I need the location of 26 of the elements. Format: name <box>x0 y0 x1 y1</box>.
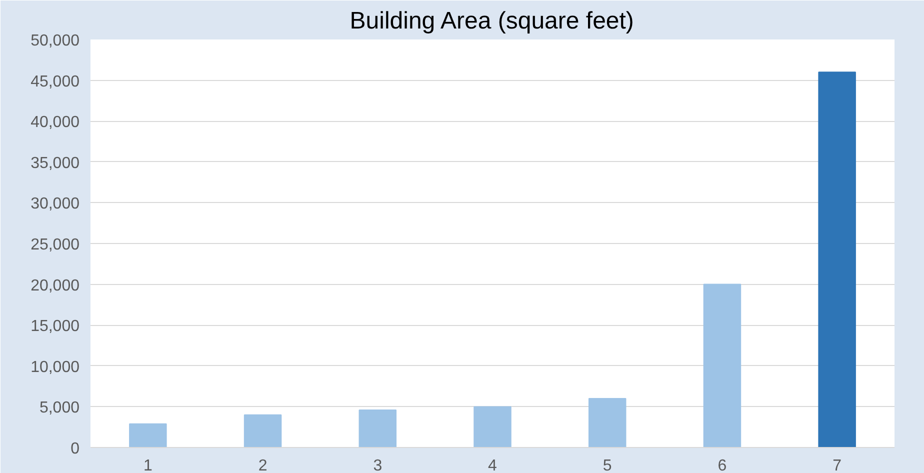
bar <box>129 423 167 448</box>
y-tick-label: 20,000 <box>30 277 80 294</box>
y-tick-label: 45,000 <box>30 73 80 90</box>
x-tick-label: 7 <box>832 458 842 473</box>
y-tick-label: 0 <box>70 440 80 458</box>
y-tick-label: 50,000 <box>30 32 80 50</box>
x-tick-label: 3 <box>373 458 382 473</box>
bar <box>818 72 856 448</box>
bar <box>358 409 397 448</box>
x-tick-label: 4 <box>488 458 498 473</box>
chart-title: Building Area (square feet) <box>350 8 634 34</box>
y-tick-label: 5,000 <box>39 400 80 417</box>
x-tick-label: 5 <box>602 458 612 473</box>
y-tick-label: 40,000 <box>30 114 80 132</box>
y-tick-label: 10,000 <box>30 358 80 376</box>
y-tick-label: 30,000 <box>30 196 80 213</box>
y-tick-label: 25,000 <box>30 236 80 254</box>
bar <box>244 414 282 448</box>
x-tick-label: 2 <box>258 458 268 473</box>
bar <box>588 398 626 448</box>
bar <box>474 406 512 448</box>
bar <box>703 284 742 448</box>
y-tick-label: 35,000 <box>30 154 80 172</box>
y-tick-label: 15,000 <box>30 318 80 336</box>
x-tick-label: 6 <box>718 458 727 473</box>
x-tick-label: 1 <box>143 458 152 473</box>
